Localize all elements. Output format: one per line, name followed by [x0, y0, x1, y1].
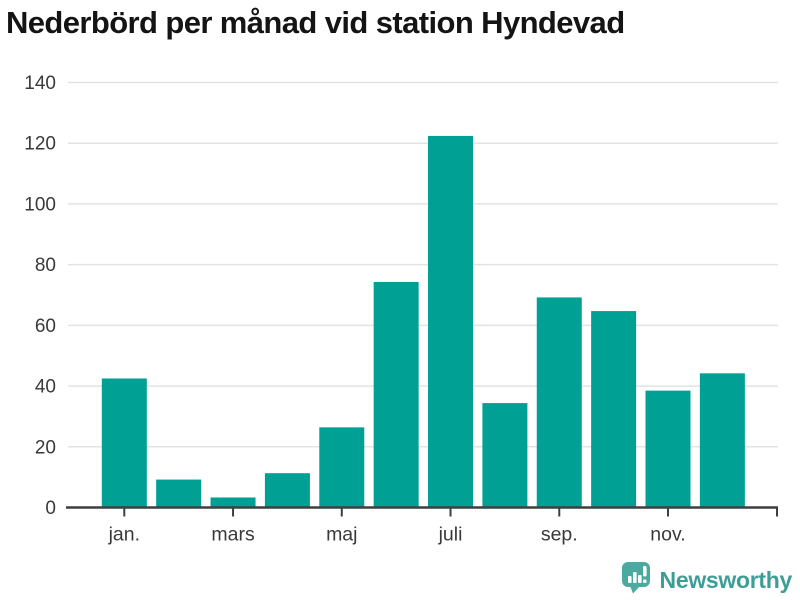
y-axis-tick-label: 20	[35, 437, 56, 458]
bar-feb.	[156, 479, 202, 508]
bar-juli	[428, 135, 474, 508]
y-axis-tick-label: 0	[45, 498, 56, 519]
footer-branding[interactable]: Newsworthy	[621, 561, 793, 599]
y-axis-tick-label: 140	[24, 73, 56, 94]
y-axis-tick-label: 60	[35, 316, 56, 337]
bar-sep.	[536, 297, 582, 508]
bar-juni	[373, 281, 419, 508]
bar-maj	[319, 427, 365, 508]
x-axis-tick-label: juli	[438, 524, 463, 546]
bar-nov.	[645, 390, 691, 508]
y-axis-tick-label: 100	[24, 194, 56, 215]
bar-okt.	[591, 311, 637, 508]
chart-title: Nederbörd per månad vid station Hyndevad	[6, 5, 625, 40]
bar-jan.	[101, 378, 147, 508]
x-axis-tick-label: mars	[211, 524, 255, 546]
bar-dec.	[699, 373, 745, 508]
brand-name: Newsworthy	[659, 566, 793, 593]
bar-apr.	[264, 473, 310, 508]
x-axis-tick-label: maj	[326, 524, 357, 546]
bar-chart: 0 20 40 60 80 100 120 140 jan. mars maj juli sep. nov…	[0, 60, 800, 560]
y-axis-tick-label: 120	[24, 134, 56, 155]
x-axis-tick-label: nov.	[650, 524, 685, 546]
x-axis-tick-label: sep.	[541, 524, 578, 546]
newsworthy-logo-icon	[621, 561, 651, 599]
y-axis-tick-label: 40	[35, 377, 56, 398]
x-axis-tick-label: jan.	[108, 524, 140, 546]
bar-aug.	[482, 403, 528, 508]
y-axis-tick-label: 80	[35, 255, 56, 276]
bar-mars	[210, 497, 256, 508]
bar-chart-svg: 0 20 40 60 80 100 120 140 jan. mars maj juli sep. nov…	[24, 73, 778, 546]
